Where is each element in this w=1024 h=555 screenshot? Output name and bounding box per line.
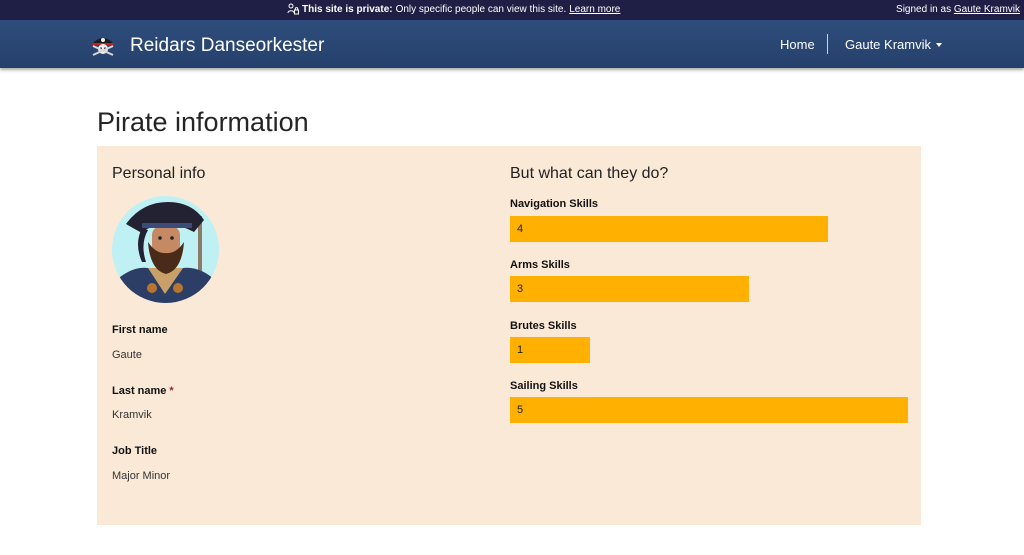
arms-skills-bar: 3 — [510, 276, 749, 302]
first-name-value: Gaute — [112, 349, 142, 361]
nav-divider — [827, 34, 828, 54]
chevron-down-icon — [935, 42, 942, 47]
personal-info-heading: Personal info — [112, 165, 206, 182]
sailing-skills-value: 5 — [517, 404, 524, 416]
last-name-value: Kramvik — [112, 409, 152, 421]
privacy-notice: This site is private: Only specific peop… — [287, 3, 620, 15]
privacy-text: Only specific people can view this site. — [395, 3, 567, 15]
learn-more-link[interactable]: Learn more — [569, 3, 621, 15]
site-title[interactable]: Reidars Danseorkester — [130, 35, 325, 56]
signed-in-prefix: Signed in as — [896, 4, 952, 15]
privacy-bold-text: This site is private: — [302, 3, 393, 15]
pirate-avatar — [112, 196, 219, 303]
site-navbar: Reidars Danseorkester Home Gaute Kramvik — [0, 20, 1024, 68]
private-site-icon — [287, 3, 299, 15]
sailing-skills-bar: 5 — [510, 397, 908, 423]
user-menu[interactable]: Gaute Kramvik — [845, 37, 942, 52]
brutes-skills-label: Brutes Skills — [510, 320, 577, 332]
privacy-banner: This site is private: Only specific peop… — [0, 0, 1024, 20]
job-title-value: Major Minor — [112, 470, 171, 482]
arms-skills-label: Arms Skills — [510, 259, 570, 271]
navigation-skills-value: 4 — [517, 223, 524, 235]
signed-in-user-link[interactable]: Gaute Kramvik — [953, 4, 1020, 15]
user-menu-label: Gaute Kramvik — [845, 37, 931, 52]
skills-heading: But what can they do? — [510, 165, 669, 182]
arms-skills-value: 3 — [517, 283, 524, 295]
brutes-skills-value: 1 — [517, 344, 524, 356]
last-name-label-text: Last name — [112, 385, 167, 397]
job-title-label: Job Title — [112, 445, 158, 457]
pirate-info-panel: Personal info First name Gaute Last name… — [97, 146, 921, 525]
required-indicator: * — [169, 385, 174, 397]
brutes-skills-bar: 1 — [510, 337, 590, 363]
last-name-label: Last name * — [112, 385, 174, 397]
pirate-logo-icon[interactable] — [89, 33, 117, 57]
signed-in-info: Signed in as Gaute Kramvik — [896, 4, 1020, 15]
navigation-skills-bar: 4 — [510, 216, 828, 242]
navigation-skills-label: Navigation Skills — [510, 198, 599, 210]
first-name-label: First name — [112, 324, 168, 336]
page-title: Pirate information — [97, 107, 309, 137]
sailing-skills-label: Sailing Skills — [510, 380, 578, 392]
nav-home-link[interactable]: Home — [780, 37, 815, 52]
